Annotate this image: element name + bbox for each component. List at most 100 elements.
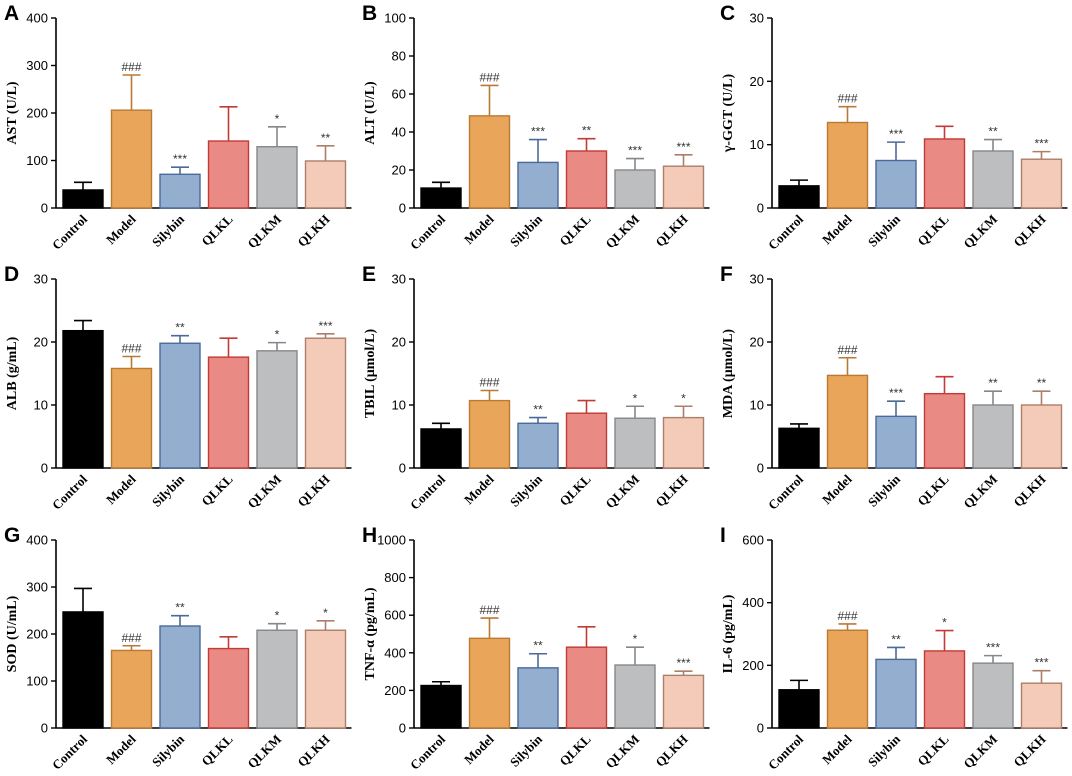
panel-c-category-label-qlkh: QLKH bbox=[1010, 212, 1048, 250]
panel-e-bar-control bbox=[420, 428, 462, 469]
panel-h-y-tick-label: 200 bbox=[384, 683, 406, 698]
panel-g-y-tick-label: 0 bbox=[41, 721, 48, 736]
panel-h-bar-qlkl bbox=[565, 646, 608, 729]
panel-b-category-label-silybin: Silybin bbox=[507, 211, 546, 250]
panel-h-letter: H bbox=[362, 524, 377, 547]
panel-h-sig-qlkh: *** bbox=[676, 656, 690, 670]
panel-f-y-tick-label: 10 bbox=[750, 398, 764, 413]
panel-h-y-tick-label: 0 bbox=[399, 721, 406, 736]
panel-i-category-label-qlkl: QLKL bbox=[914, 731, 951, 768]
panel-h-category-label-qlkl: QLKL bbox=[556, 731, 593, 768]
panel-h-bar-control bbox=[420, 684, 462, 729]
panel-f-sig-qlkm: ** bbox=[988, 376, 998, 390]
panel-d-category-label-control: Control bbox=[49, 471, 90, 512]
panel-b-sig-qlkh: *** bbox=[676, 140, 690, 154]
panel-f-y-tick-label: 0 bbox=[757, 461, 764, 476]
panel-a-category-label-qlkl: QLKL bbox=[198, 211, 235, 248]
panel-i-sig-model: ### bbox=[837, 609, 857, 623]
panel-f-y-tick-label: 20 bbox=[750, 335, 764, 350]
panel-c-y-tick-label: 20 bbox=[750, 74, 764, 89]
panel-g-y-axis-title: SOD (U/mL) bbox=[5, 595, 20, 672]
panel-a-bar-qlkl bbox=[207, 140, 250, 209]
panel-g-sig-qlkh: * bbox=[323, 606, 328, 620]
panel-h-y-axis-title: TNF-α (pg/mL) bbox=[363, 587, 378, 680]
panel-h-sig-silybin: ** bbox=[533, 639, 543, 653]
panel-g-category-label-qlkm: QLKM bbox=[244, 732, 284, 772]
panel-d-y-tick-label: 0 bbox=[41, 461, 48, 476]
panel-c-bar-model bbox=[826, 121, 869, 209]
panel-b-sig-qlkm: *** bbox=[628, 144, 642, 158]
panel-e-y-tick-label: 0 bbox=[399, 461, 406, 476]
panel-g-sig-silybin: ** bbox=[175, 601, 185, 615]
panel-i-sig-qlkh: *** bbox=[1034, 656, 1048, 670]
panel-h-bar-model bbox=[468, 637, 511, 729]
panel-g-sig-model: ### bbox=[121, 631, 141, 645]
panel-a-bar-silybin bbox=[159, 173, 201, 209]
panel-b-category-label-qlkm: QLKM bbox=[602, 212, 642, 252]
panel-b-y-tick-label: 100 bbox=[384, 11, 406, 26]
panel-c-sig-qlkm: ** bbox=[988, 125, 998, 139]
panel-i-bar-qlkh bbox=[1020, 682, 1063, 729]
panel-g-bar-control bbox=[62, 611, 104, 729]
panel-f-category-label-control: Control bbox=[765, 471, 806, 512]
panel-d-bar-silybin bbox=[159, 342, 201, 469]
panel-d-bar-model bbox=[110, 367, 153, 469]
panel-h: H 0 200 400 600 800 1000 TNF-α (pg/mL) Control ##… bbox=[362, 524, 710, 773]
panel-g-category-label-control: Control bbox=[49, 731, 90, 772]
panel-f-bar-qlkh bbox=[1020, 404, 1063, 469]
panel-e-category-label-model: Model bbox=[461, 471, 497, 507]
panel-b-bar-qlkl bbox=[565, 150, 608, 209]
panel-d: D 0 10 20 30 ALB (g/mL) Control ### Model ** Silyb… bbox=[4, 263, 352, 513]
panel-c-bar-control bbox=[778, 185, 820, 209]
panel-a-bar-control bbox=[62, 189, 104, 209]
panel-i-bar-qlkl bbox=[923, 650, 966, 729]
panel-e-bar-silybin bbox=[517, 422, 559, 469]
panel-e-category-label-qlkm: QLKM bbox=[602, 472, 642, 512]
panel-d-category-label-qlkm: QLKM bbox=[244, 472, 284, 512]
panel-a-sig-qlkh: ** bbox=[321, 131, 331, 145]
panel-f-category-label-qlkh: QLKH bbox=[1010, 472, 1048, 510]
panel-i-bar-qlkm bbox=[972, 662, 1014, 729]
panel-b-bar-model bbox=[468, 115, 511, 209]
panel-d-y-tick-label: 30 bbox=[34, 272, 48, 287]
panel-d-letter: D bbox=[4, 263, 19, 286]
panel-e-y-axis-title: TBIL (μmol/L) bbox=[363, 329, 378, 419]
panel-b-y-tick-label: 20 bbox=[392, 163, 406, 178]
panel-i-bar-silybin bbox=[875, 658, 917, 729]
panel-e-bar-qlkh bbox=[662, 416, 705, 469]
panel-c-bar-qlkm bbox=[972, 150, 1014, 209]
panel-e-sig-model: ### bbox=[479, 376, 499, 390]
panel-g-category-label-model: Model bbox=[103, 731, 139, 767]
panel-e-category-label-control: Control bbox=[407, 471, 448, 512]
panel-h-category-label-model: Model bbox=[461, 731, 497, 767]
panel-c-bar-silybin bbox=[875, 159, 917, 209]
panel-i-y-tick-label: 400 bbox=[742, 595, 764, 610]
panel-h-y-tick-label: 800 bbox=[384, 570, 406, 585]
panel-a-category-label-qlkm: QLKM bbox=[244, 212, 284, 252]
panel-g-letter: G bbox=[4, 524, 20, 547]
panel-c-sig-qlkh: *** bbox=[1034, 137, 1048, 151]
panel-c: C 0 10 20 30 γ-GGT (U/L) Control ### Model *** Sil… bbox=[720, 2, 1068, 253]
panel-e-letter: E bbox=[362, 263, 376, 286]
panel-h-y-tick-label: 400 bbox=[384, 645, 406, 660]
panel-d-y-tick-label: 20 bbox=[34, 335, 48, 350]
panel-c-y-axis-title: γ-GGT (U/L) bbox=[721, 74, 736, 154]
panel-c-bar-qlkh bbox=[1020, 158, 1063, 209]
panel-b-sig-silybin: *** bbox=[531, 125, 545, 139]
panel-d-bar-qlkh bbox=[304, 337, 347, 469]
panel-d-category-label-model: Model bbox=[103, 471, 139, 507]
panel-g-bar-qlkl bbox=[207, 647, 250, 729]
panel-e-sig-qlkm: * bbox=[633, 391, 638, 405]
panel-b-bar-control bbox=[420, 187, 462, 209]
panel-e-category-label-silybin: Silybin bbox=[507, 471, 546, 510]
panel-i-bar-model bbox=[826, 629, 869, 729]
panel-c-category-label-control: Control bbox=[765, 211, 806, 252]
panel-b-category-label-qlkl: QLKL bbox=[556, 211, 593, 248]
panel-f-y-axis-title: MDA (μmol/L) bbox=[721, 329, 736, 419]
panel-f-letter: F bbox=[720, 263, 733, 286]
panel-e-category-label-qlkl: QLKL bbox=[556, 471, 593, 508]
panel-i-y-axis-title: IL-6 (pg/mL) bbox=[721, 594, 736, 673]
panel-b-y-axis-title: ALT (U/L) bbox=[363, 81, 378, 145]
